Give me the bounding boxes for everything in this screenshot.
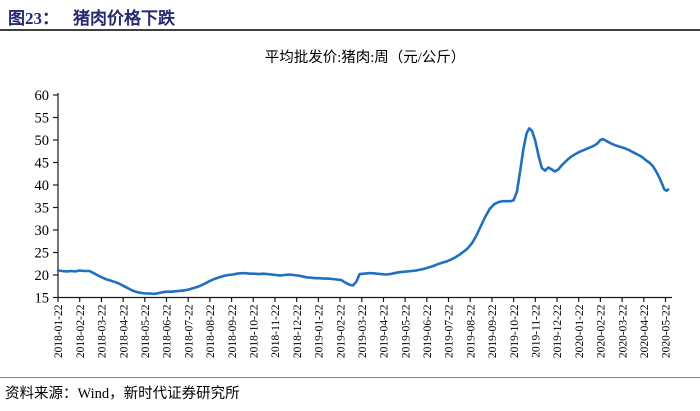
x-tick-label: 2018-04-22: [118, 304, 130, 358]
price-series-line: [56, 126, 670, 296]
y-tick-label: 25: [35, 246, 50, 262]
x-tick-label: 2020-04-22: [639, 304, 651, 358]
y-tick-label: 15: [35, 291, 50, 307]
x-tick-label: 2019-10-22: [509, 304, 521, 358]
x-tick-label: 2020-03-22: [617, 304, 629, 358]
footer-divider: [0, 377, 700, 378]
y-tick-label: 35: [35, 201, 50, 217]
y-tick-label: 60: [35, 88, 50, 104]
x-tick-label: 2019-02-22: [335, 304, 347, 358]
x-tick-label: 2019-04-22: [379, 304, 391, 358]
source-line: 资料来源：Wind，新时代证券研究所: [5, 382, 240, 403]
x-tick-label: 2018-08-22: [205, 304, 217, 358]
y-tick-label: 45: [35, 156, 50, 172]
x-tick-label: 2019-12-22: [552, 304, 564, 358]
x-tick-label: 2018-12-22: [292, 304, 304, 358]
x-tick-label: 2018-02-22: [75, 304, 87, 358]
y-tick-label: 30: [35, 223, 50, 239]
y-tick-label: 20: [35, 268, 50, 284]
figure-title: 猪肉价格下跌: [73, 9, 175, 28]
x-tick-label: 2019-09-22: [487, 304, 499, 358]
source-text: Wind，新时代证券研究所: [77, 386, 240, 402]
x-tick-label: 2019-05-22: [400, 304, 412, 358]
x-tick-label: 2020-01-22: [574, 304, 586, 358]
x-tick-label: 2020-02-22: [596, 304, 608, 358]
y-tick-label: 50: [35, 133, 50, 149]
x-tick-label: 2020-05-22: [661, 304, 673, 358]
x-tick-label: 2019-11-22: [531, 304, 543, 357]
x-tick-label: 2019-08-22: [465, 304, 477, 358]
header-rule: [0, 29, 700, 31]
x-tick-label: 2018-03-22: [97, 304, 109, 358]
figure-number-label: 图23：: [8, 9, 59, 28]
x-tick-label: 2019-07-22: [444, 304, 456, 358]
x-tick-label: 2019-06-22: [422, 304, 434, 358]
figure-header: 图23： 猪肉价格下跌: [8, 4, 175, 29]
x-tick-label: 2018-11-22: [270, 304, 282, 357]
x-tick-label: 2018-09-22: [227, 304, 239, 358]
y-tick-label: 55: [35, 111, 50, 127]
source-label: 资料来源：: [5, 386, 78, 402]
x-tick-label: 2018-07-22: [183, 304, 195, 358]
x-tick-label: 2018-05-22: [140, 304, 152, 358]
y-tick-label: 40: [35, 178, 50, 194]
x-tick-label: 2018-06-22: [162, 304, 174, 358]
x-tick-label: 2019-01-22: [314, 304, 326, 358]
x-tick-label: 2019-03-22: [357, 304, 369, 358]
chart-title: 平均批发价:猪肉:周（元/公斤）: [264, 50, 466, 66]
x-tick-label: 2018-01-22: [53, 304, 65, 358]
x-tick-label: 2018-10-22: [248, 304, 260, 358]
